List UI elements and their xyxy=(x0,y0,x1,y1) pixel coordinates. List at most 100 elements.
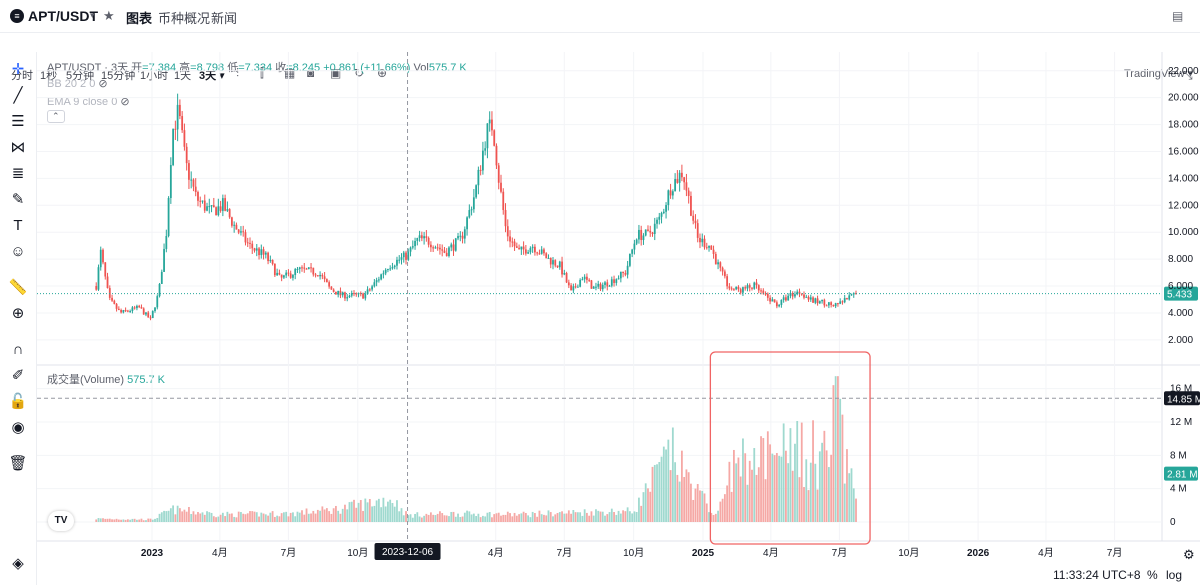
candle-body xyxy=(491,119,493,131)
trendline-icon[interactable]: ╱ xyxy=(13,87,23,104)
volume-bar xyxy=(511,516,514,522)
candle-body xyxy=(509,236,511,242)
layout-icon[interactable]: ▣ xyxy=(330,66,342,80)
volume-bar xyxy=(592,515,595,522)
volume-tick-label: 16 M xyxy=(1170,384,1192,395)
time-tick-label: 7月 xyxy=(832,547,848,559)
collapse-icon[interactable]: ⤡ xyxy=(1183,68,1193,82)
volume-bar xyxy=(690,483,692,522)
symbol-selector[interactable]: ≡ APT/USDT xyxy=(10,8,98,24)
timeframe-1h[interactable]: 1小时 xyxy=(140,70,169,82)
candle-body xyxy=(102,249,104,263)
volume-bar xyxy=(215,517,217,522)
bb-indicator-legend[interactable]: BB 20 2 0 ⊘ xyxy=(47,78,108,90)
volume-bar xyxy=(658,461,661,522)
price-tick-label: 8.000 xyxy=(1168,254,1193,265)
volume-bar xyxy=(683,476,686,522)
candle-body xyxy=(746,285,749,289)
candle-body xyxy=(773,299,776,303)
candle-body xyxy=(457,236,459,239)
timeframe-5m[interactable]: 5分钟 xyxy=(66,70,95,82)
brush-icon[interactable]: ✎ xyxy=(11,191,25,208)
volume-bar xyxy=(676,474,679,522)
volume-bar xyxy=(405,511,407,522)
candle-body xyxy=(597,283,600,287)
chevron-down-icon[interactable]: ▾ xyxy=(90,10,95,20)
tab-coin-overview[interactable]: 币种概况 xyxy=(158,11,211,26)
eye-hidden-icon[interactable]: ⊘ xyxy=(98,78,108,90)
candle-body xyxy=(237,229,240,233)
candle-body xyxy=(445,252,448,257)
volume-bar xyxy=(556,513,559,522)
candle-body xyxy=(463,229,466,239)
refresh-icon[interactable]: ↻ xyxy=(354,66,365,80)
tab-news[interactable]: 新闻 xyxy=(211,11,238,26)
candle-body xyxy=(694,220,697,224)
volume-bar xyxy=(601,511,604,522)
fib-icon[interactable]: ≣ xyxy=(11,165,25,182)
collapse-legend-button[interactable]: ⌃ xyxy=(47,110,65,123)
clock[interactable]: 11:33:24 UTC+8 xyxy=(1053,568,1141,582)
candle-body xyxy=(755,282,758,286)
add-icon[interactable]: ⊕ xyxy=(377,66,388,80)
eye-hidden-icon[interactable]: ⊘ xyxy=(120,96,130,108)
tab-chart[interactable]: 图表 xyxy=(126,11,153,26)
volume-bar xyxy=(357,502,360,522)
tradingview-logo-icon[interactable]: TV xyxy=(48,511,74,531)
volume-bar xyxy=(233,516,236,522)
candle-body xyxy=(267,252,269,262)
crosshair-icon[interactable]: ✛ xyxy=(11,61,25,78)
volume-bar xyxy=(414,513,416,522)
candle-body xyxy=(136,305,138,309)
lock-drawing-icon[interactable]: ✐ xyxy=(11,367,25,384)
legend-change: +0.861 (+11.66%) xyxy=(323,62,411,74)
volume-bar xyxy=(310,513,312,522)
bars-icon[interactable]: ▦ xyxy=(284,66,296,80)
pattern-icon[interactable]: ⋈ xyxy=(10,139,26,156)
percent-toggle[interactable]: % xyxy=(1147,568,1158,582)
volume-bar xyxy=(832,385,835,522)
candle-body xyxy=(258,248,260,256)
candle-body xyxy=(696,223,699,238)
trash-icon[interactable]: 🗑 xyxy=(8,455,28,472)
candle-body xyxy=(316,275,319,277)
timeframe-3d[interactable]: 3天 ▾ xyxy=(199,70,225,82)
candle-body xyxy=(789,293,792,296)
timeframe-1s[interactable]: 1秒 xyxy=(40,70,58,82)
settings-gear-icon[interactable]: ⚙ xyxy=(1183,547,1195,562)
notebook-icon[interactable]: ▤ xyxy=(1172,9,1184,23)
eye-icon[interactable]: ◉ xyxy=(11,419,25,436)
candles-icon[interactable]: ⫿ xyxy=(260,66,264,80)
text-icon[interactable]: T xyxy=(13,217,23,234)
unlock-icon[interactable]: 🔓 xyxy=(8,393,28,410)
volume-bar xyxy=(714,513,717,522)
candle-body xyxy=(104,262,107,277)
emoji-icon[interactable]: ☺ xyxy=(10,243,26,260)
candle-body xyxy=(149,317,152,319)
ema-indicator-legend[interactable]: EMA 9 close 0 ⊘ xyxy=(47,96,130,108)
volume-bar xyxy=(131,518,134,522)
zoom-icon[interactable]: ⊕ xyxy=(11,305,25,322)
volume-bar xyxy=(276,515,279,522)
volume-bar xyxy=(558,512,561,522)
timeframe-15m[interactable]: 15分钟 xyxy=(101,70,136,82)
candle-body xyxy=(778,304,781,307)
layers-icon[interactable]: ◈ xyxy=(12,555,24,572)
volume-bar xyxy=(710,512,713,522)
volume-bar xyxy=(312,510,315,522)
volume-bar xyxy=(335,505,337,522)
candle-body xyxy=(712,249,715,254)
magnet-icon[interactable]: ∩ xyxy=(12,341,24,358)
timeframe-1d[interactable]: 1天 xyxy=(174,70,192,82)
candle-body xyxy=(206,206,208,211)
star-icon[interactable]: ★ xyxy=(103,8,115,23)
log-toggle[interactable]: log xyxy=(1166,568,1183,582)
volume-bar xyxy=(769,444,771,522)
indicators-icon[interactable]: ⫶ xyxy=(236,66,240,80)
volume-bar xyxy=(454,516,457,522)
horizontal-lines-icon[interactable]: ☰ xyxy=(11,113,25,130)
camera-icon[interactable]: ◙ xyxy=(307,66,315,80)
timeframe-tick[interactable]: 分时 xyxy=(11,70,33,82)
ruler-icon[interactable]: 📏 xyxy=(8,279,28,296)
